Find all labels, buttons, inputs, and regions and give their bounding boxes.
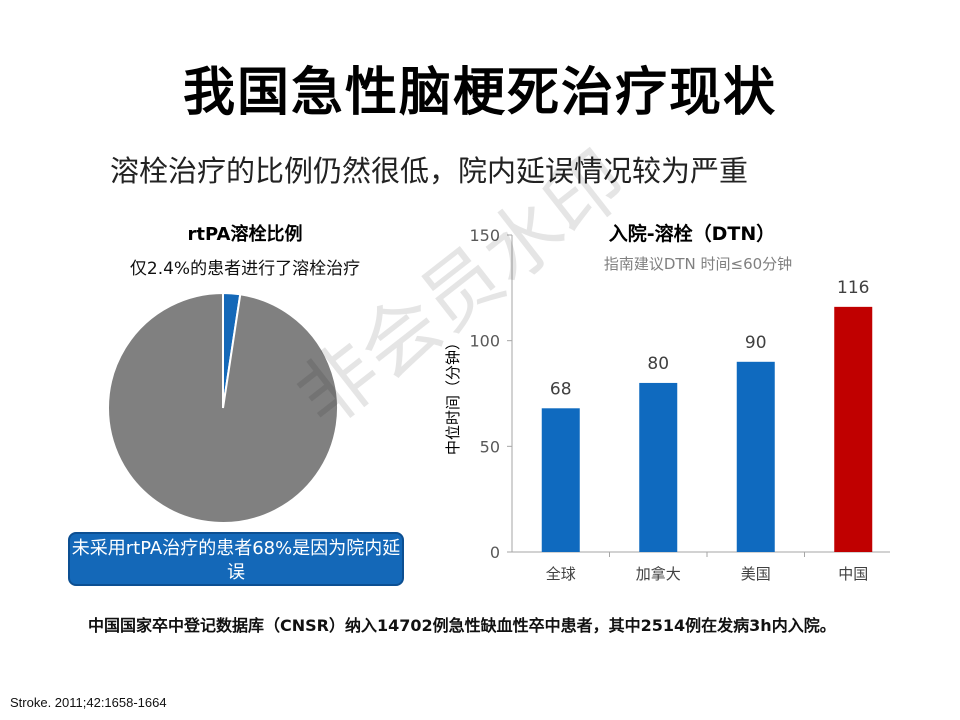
citation: Stroke. 2011;42:1658-1664 [10, 695, 167, 710]
source-note: 中国国家卒中登记数据库（CNSR）纳入14702例急性缺血性卒中患者，其中251… [88, 616, 836, 635]
bar-chart-subtitle: 指南建议DTN 时间≤60分钟 [604, 255, 792, 273]
y-tick-label: 150 [469, 226, 500, 245]
bar-chart: 入院-溶栓（DTN） 指南建议DTN 时间≤60分钟 中位时间（分钟） 0 50 1… [444, 222, 890, 583]
x-tick-label: 美国 [741, 565, 771, 583]
bar-value-label: 90 [745, 333, 767, 353]
pie-chart-subtitle: 仅2.4%的患者进行了溶栓治疗 [129, 259, 361, 279]
x-tick-label: 全球 [546, 565, 576, 583]
bar-value-label: 116 [837, 278, 869, 298]
y-tick-label: 50 [480, 437, 500, 456]
pie-chart-title: rtPA溶栓比例 [187, 224, 303, 245]
bar-value-label: 68 [550, 379, 572, 399]
page-subtitle: 溶栓治疗的比例仍然很低，院内延误情况较为严重 [110, 154, 749, 188]
bar-chart-title: 入院-溶栓（DTN） [609, 222, 776, 245]
y-tick-label: 100 [469, 332, 500, 351]
page-title: 我国急性脑梗死治疗现状 [182, 62, 777, 123]
x-tick-label: 中国 [838, 565, 868, 583]
pie-callout-box: 未采用rtPA治疗的患者68%是因为院内延误 [68, 532, 404, 586]
bar-1 [639, 382, 678, 552]
bar-0 [541, 408, 580, 552]
y-axis-label: 中位时间（分钟） [444, 335, 462, 455]
pie-slice-1 [107, 291, 339, 524]
bar-value-label: 80 [647, 354, 669, 374]
bar-2 [736, 361, 775, 552]
y-tick-label: 0 [490, 543, 500, 562]
bar-3 [834, 306, 873, 552]
x-tick-label: 加拿大 [636, 565, 681, 583]
pie-chart [107, 291, 339, 524]
